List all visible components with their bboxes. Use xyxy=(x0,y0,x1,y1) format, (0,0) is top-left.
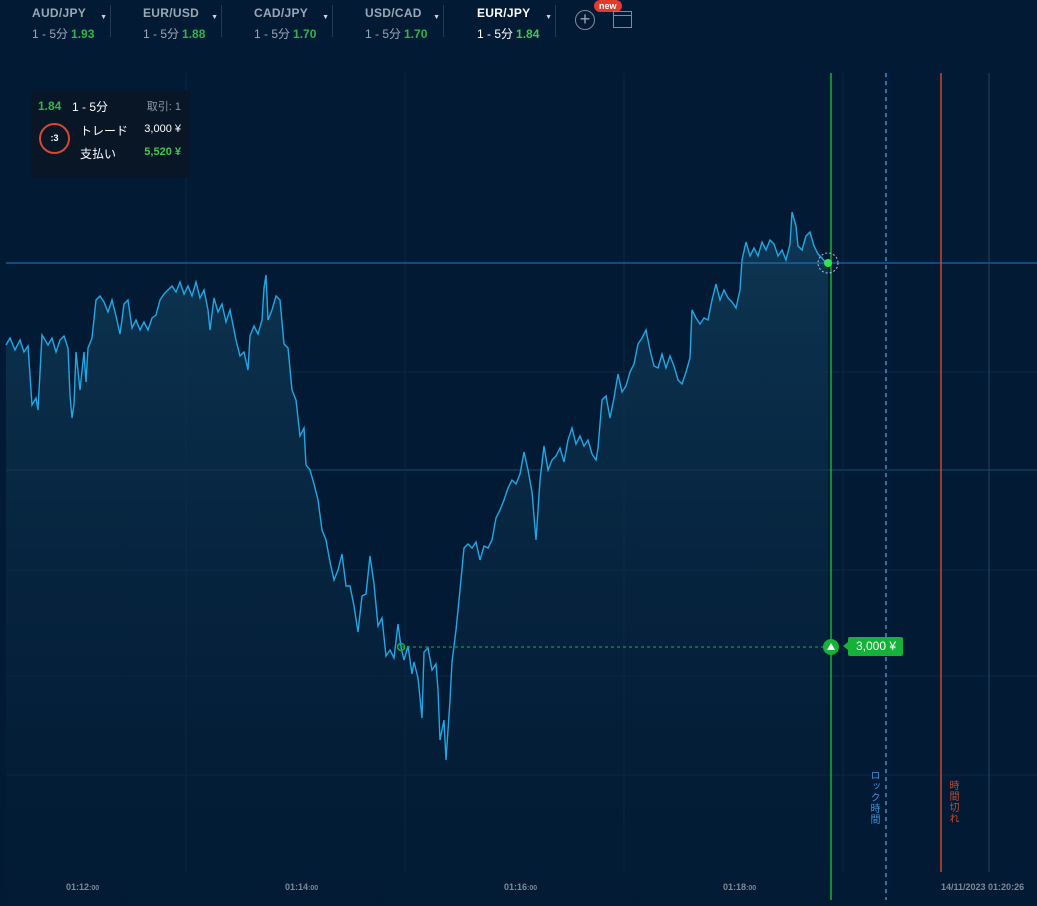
payout-label: 支払い xyxy=(80,147,117,161)
tab-rate: 1.70 xyxy=(293,27,317,41)
trade-label: トレード xyxy=(80,124,129,138)
tab-usd-cad[interactable]: USD/CAD 1 - 5分 1.70 ▼ xyxy=(333,0,444,42)
x-tick-label: 01:18:00 xyxy=(723,882,757,892)
tab-divider xyxy=(555,5,556,37)
chevron-down-icon[interactable]: ▼ xyxy=(322,14,329,21)
tab-range: 1 - 5分 xyxy=(32,27,69,41)
trade-count: 取引: 1 xyxy=(146,101,181,113)
add-asset-icon[interactable]: + xyxy=(575,10,595,30)
chevron-down-icon[interactable]: ▼ xyxy=(433,14,440,21)
tab-divider xyxy=(443,5,444,37)
payout-value: 5,520 ¥ xyxy=(144,146,181,158)
tab-rate: 1.93 xyxy=(71,27,95,41)
tab-info: 1 - 5分 1.93 xyxy=(32,25,94,42)
trade-value: 3,000 ¥ xyxy=(144,123,181,135)
tab-asset-name: AUD/JPY xyxy=(32,6,87,20)
price-area xyxy=(6,212,828,906)
current-price-halo xyxy=(817,252,839,274)
tab-divider xyxy=(110,5,111,37)
tab-asset-name: EUR/JPY xyxy=(477,6,531,20)
chevron-down-icon[interactable]: ▼ xyxy=(100,14,107,21)
payout-rate: 1.84 xyxy=(38,99,62,113)
tab-range: 1 - 5分 xyxy=(365,27,402,41)
x-tick-label: 01:14:00 xyxy=(285,882,319,892)
chevron-down-icon[interactable]: ▼ xyxy=(545,14,552,21)
current-price-dot xyxy=(824,259,832,267)
tab-asset-name: CAD/JPY xyxy=(254,6,309,20)
lock-time-label: ロック時間 xyxy=(868,770,879,825)
expiry-range: 1 - 5分 xyxy=(72,100,109,114)
tab-asset-name: EUR/USD xyxy=(143,6,200,20)
tab-divider xyxy=(332,5,333,37)
x-tick-label: 01:12:00 xyxy=(66,882,100,892)
timer-value: :3 xyxy=(50,133,59,143)
tab-range: 1 - 5分 xyxy=(254,27,291,41)
bet-amount-badge[interactable]: 3,000 ¥ xyxy=(842,637,904,656)
chevron-down-icon[interactable]: ▼ xyxy=(211,14,218,21)
tab-eur-jpy[interactable]: EUR/JPY 1 - 5分 1.84 ▼ xyxy=(445,0,556,42)
tab-eur-usd[interactable]: EUR/USD 1 - 5分 1.88 ▼ xyxy=(111,0,222,42)
tab-range: 1 - 5分 xyxy=(477,27,514,41)
expiry-label: 時間切れ xyxy=(947,780,958,824)
tab-aud-jpy[interactable]: AUD/JPY 1 - 5分 1.93 ▼ xyxy=(0,0,111,42)
tab-rate: 1.84 xyxy=(516,27,540,41)
tab-cad-jpy[interactable]: CAD/JPY 1 - 5分 1.70 ▼ xyxy=(222,0,333,42)
tab-rate: 1.88 xyxy=(182,27,206,41)
entry-point-marker xyxy=(396,642,406,652)
new-badge: new xyxy=(594,0,622,12)
tab-rate: 1.70 xyxy=(404,27,428,41)
asset-tab-bar: AUD/JPY 1 - 5分 1.93 ▼ EUR/USD 1 - 5分 1.88 … xyxy=(0,0,1037,44)
tab-info: 1 - 5分 1.70 xyxy=(365,25,427,42)
arrow-up-icon xyxy=(827,643,835,650)
tab-info: 1 - 5分 1.70 xyxy=(254,25,316,42)
tab-info: 1 - 5分 1.84 xyxy=(477,25,539,42)
tab-asset-name: USD/CAD xyxy=(365,6,422,20)
trade-info-panel: 1.84 1 - 5分 取引: 1 :3 トレード 3,000 ¥ 支払い 5,… xyxy=(31,91,190,178)
countdown-timer: :3 xyxy=(39,123,70,154)
x-tick-label: 01:16:00 xyxy=(504,882,538,892)
expiry-datetime-label: 14/11/2023 01:20:26 xyxy=(941,882,1025,892)
tab-info: 1 - 5分 1.88 xyxy=(143,25,205,42)
tab-range: 1 - 5分 xyxy=(143,27,180,41)
tab-divider xyxy=(221,5,222,37)
price-line xyxy=(5,211,828,761)
calendar-icon[interactable] xyxy=(613,11,632,28)
